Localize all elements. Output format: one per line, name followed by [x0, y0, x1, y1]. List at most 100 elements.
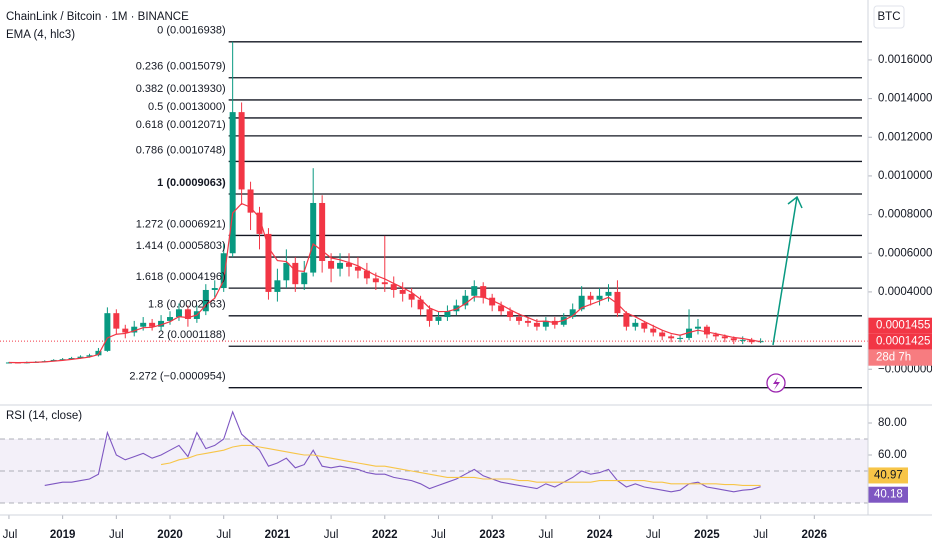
fib-label: 1.414 (0.0005803): [136, 240, 226, 252]
candle-body: [77, 356, 84, 359]
countdown-tag: [868, 349, 932, 366]
candle-body: [426, 309, 433, 321]
candle-body: [86, 355, 93, 357]
y-tick-label: 0.0012000: [878, 131, 932, 143]
candle-body: [175, 309, 182, 318]
candle-body: [686, 328, 693, 338]
x-tick-label: 2023: [479, 529, 505, 541]
fib-label: 0.618 (0.0012071): [136, 119, 226, 131]
candle-body: [399, 289, 406, 294]
candle-body: [516, 317, 523, 321]
candle-body: [184, 309, 191, 319]
rsi-value-label: 40.97: [874, 469, 903, 481]
candle-body: [256, 212, 263, 234]
candle-body: [569, 309, 576, 318]
x-tick-label: 2019: [50, 529, 76, 541]
series-line: [44, 410, 761, 493]
candle-body: [220, 253, 227, 289]
y-tick-label: −0.0000000: [878, 363, 932, 375]
candle-body: [95, 350, 102, 356]
candle-body: [677, 337, 684, 339]
candle-body: [587, 295, 594, 300]
rsi-tag: [868, 467, 908, 484]
fib-label: 0.236 (0.0015079): [136, 61, 226, 73]
candle-body: [328, 260, 335, 269]
candle-body: [211, 288, 218, 290]
candle-body: [489, 297, 496, 306]
x-tick-label: Jul: [539, 529, 554, 541]
candle-body: [507, 311, 514, 318]
x-tick-label: Jul: [109, 529, 124, 541]
rsi-tag: [868, 486, 908, 503]
candle-body: [292, 262, 299, 285]
candle-body: [614, 291, 621, 314]
candle-body: [730, 338, 737, 341]
candle-body: [533, 322, 540, 327]
ema-legend: EMA (4, hlc3): [6, 29, 75, 41]
candle-body: [247, 189, 254, 213]
x-tick-label: 2026: [802, 529, 828, 541]
y-tick-label: 0.0004000: [878, 286, 932, 298]
candle-body: [59, 359, 66, 361]
pane: 0.0016000 0.0014000 0.0012000 0.0010000 0.00…: [0, 25, 932, 541]
candle-body: [301, 272, 308, 285]
candle-body: [354, 266, 361, 271]
candle-body: [372, 278, 379, 283]
chart-title: ChainLink / Bitcoin · 1M · BINANCE: [6, 11, 189, 23]
candle-body: [668, 336, 675, 339]
projection-arrow: [772, 196, 798, 346]
currency-label[interactable]: BTC: [878, 11, 901, 23]
candle-body: [122, 328, 129, 333]
x-tick-label: 2022: [372, 529, 398, 541]
candle-body: [319, 202, 326, 261]
price-tag: [868, 317, 932, 334]
pane: 80.00 60.00 40.97 40.18: [0, 410, 908, 504]
x-tick-label: Jul: [3, 529, 18, 541]
candle-body: [542, 320, 549, 327]
candle-body: [265, 233, 272, 292]
candle-body: [623, 313, 630, 327]
x-tick-label: 2020: [157, 529, 183, 541]
x-tick-label: 2025: [694, 529, 720, 541]
candle-body: [238, 112, 245, 190]
fib-label: 0.382 (0.0013930): [136, 83, 226, 95]
candle-body: [596, 295, 603, 300]
event-bolt: [773, 377, 780, 390]
pane-plot: [0, 41, 868, 389]
fib-label: 2.272 (−0.0000954): [129, 371, 225, 383]
pane-plot: [0, 410, 868, 504]
candle-body: [363, 270, 370, 279]
candle-body: [632, 322, 639, 327]
candle-body: [283, 262, 290, 281]
rsi-value-label: 40.18: [874, 489, 903, 501]
candle-body: [641, 322, 648, 329]
last-price-label: 0.0001455: [876, 320, 930, 332]
ema-tag: [868, 333, 932, 350]
currency-box[interactable]: [873, 5, 905, 29]
fib-label: 0 (0.0016938): [157, 25, 226, 37]
projection-arrowhead: [787, 195, 803, 209]
candle-body: [417, 299, 424, 310]
ema-value-label: 0.0001425: [876, 336, 930, 348]
fib-label: 1.8 (0.0002763): [148, 299, 226, 311]
candle-body: [167, 317, 174, 321]
candle-body: [274, 280, 281, 292]
candle-body: [480, 286, 487, 298]
countdown-label: 28d 7h: [876, 352, 911, 364]
plot-layer: 0.0016000 0.0014000 0.0012000 0.0010000 0.00…: [0, 25, 932, 541]
x-tick-label: Jul: [646, 529, 661, 541]
candle-body: [131, 326, 138, 333]
candle-body: [390, 284, 397, 290]
candle-body: [748, 339, 755, 343]
x-tick-label: Jul: [324, 529, 339, 541]
candle-body: [444, 311, 451, 318]
candle-body: [453, 305, 460, 312]
candle-body: [345, 262, 352, 267]
candle-body: [104, 313, 111, 351]
y-tick-label: 0.0014000: [878, 93, 932, 105]
candle-body: [498, 305, 505, 312]
candle-body: [471, 286, 478, 296]
